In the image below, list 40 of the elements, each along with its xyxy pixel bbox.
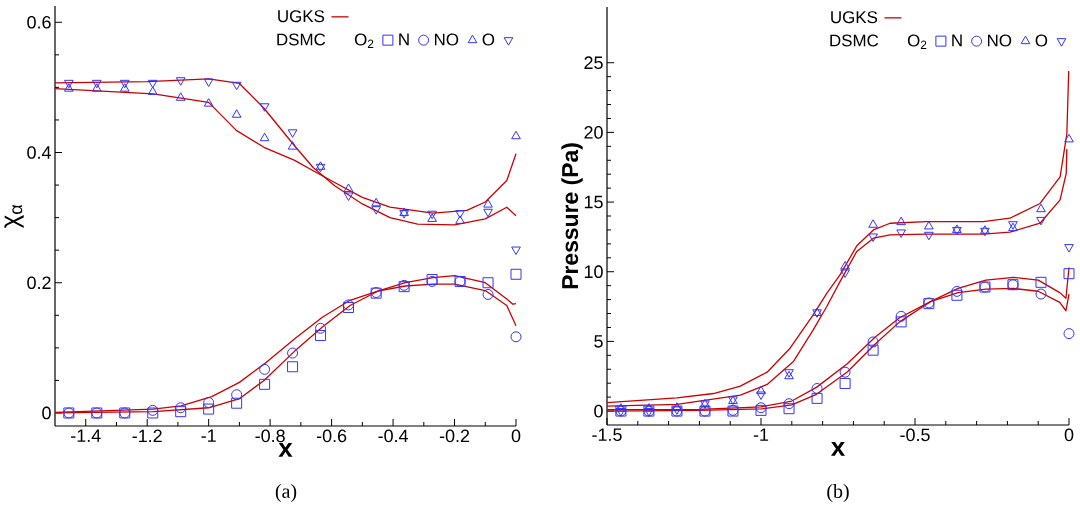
x-tick-label: -1	[201, 429, 216, 442]
x-tick-label: -1	[753, 428, 769, 441]
x-tick-label: 0	[511, 429, 521, 443]
legend-label: NO	[987, 34, 1012, 47]
text: (b)	[827, 483, 849, 503]
legend-label: O$_{2}$	[907, 34, 927, 49]
y-tick-label: 0	[594, 404, 603, 418]
y-tick-label: 15	[584, 195, 603, 209]
legend-label: O$_{2}$	[354, 33, 374, 48]
annotation: DSMC	[277, 33, 326, 46]
legend-label: NO	[434, 33, 459, 46]
x-tick-label: -1.2	[132, 429, 162, 443]
x-tick-label: -1.4	[71, 429, 101, 442]
x-tick-label: -0.6	[316, 429, 347, 443]
y-tick-label: 0.4	[27, 146, 51, 159]
x-tick-label: -1.5	[592, 428, 622, 442]
y-tick-label: 10	[584, 265, 603, 279]
x-tick-label: -0.2	[439, 429, 470, 443]
y-tick-label: 0	[42, 406, 51, 420]
legend-label: UGKS	[831, 11, 878, 24]
legend-label: UGKS	[278, 10, 325, 23]
y-tick-label: 5	[594, 335, 603, 348]
x-tick-label: 0	[1064, 428, 1074, 442]
y-tick-label: 25	[584, 56, 603, 70]
x-axis-title: x	[830, 442, 846, 456]
annotation: DSMC	[830, 34, 879, 47]
x-axis-title: x	[278, 443, 293, 457]
y-tick-label: 0.2	[27, 276, 51, 290]
x-tick-label: -0.8	[255, 429, 285, 443]
legend-label: O	[1035, 34, 1048, 47]
y-tick-label: 0.6	[27, 15, 51, 29]
text: (a)	[275, 483, 297, 503]
y-axis-title: Pressure (Pa)	[561, 143, 583, 289]
legend-label: O	[482, 33, 495, 46]
x-tick-label: -0.5	[900, 428, 930, 442]
y-tick-label: 20	[584, 126, 603, 139]
x-tick-label: -0.4	[378, 429, 408, 443]
y-axis-title: χ$_{α}$	[4, 204, 24, 229]
legend-label: N	[952, 34, 962, 47]
legend-label: N	[399, 33, 409, 46]
